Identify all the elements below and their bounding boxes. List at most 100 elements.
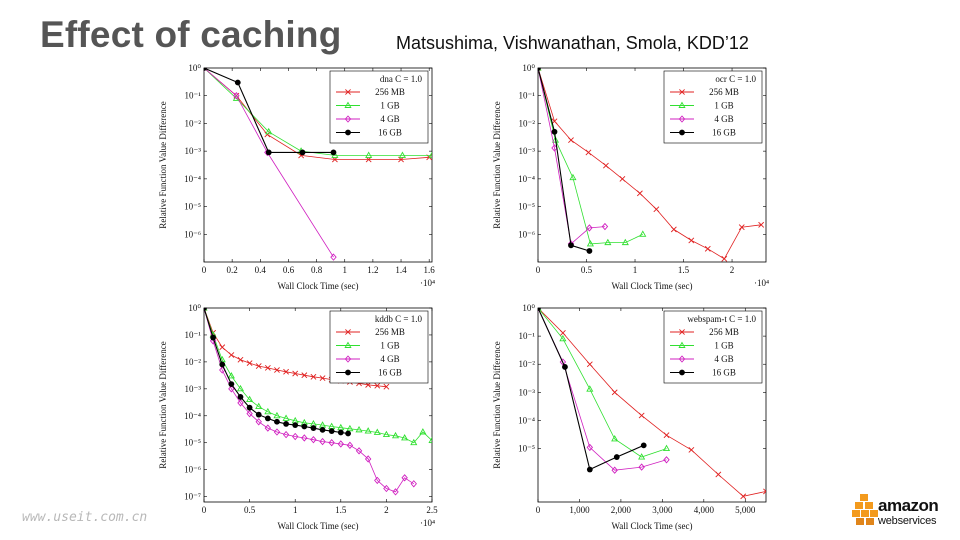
series-4-gb-point — [273, 428, 281, 436]
series-1-gb-line — [538, 308, 667, 458]
series-4-gb-point — [586, 224, 593, 232]
legend-label: 1 GB — [380, 341, 399, 351]
series-4-gb-point — [310, 435, 317, 444]
series-16-gb-point — [234, 79, 241, 86]
x-axis-label: Wall Clock Time (sec) — [611, 281, 692, 291]
series-16-gb — [538, 68, 593, 254]
series-256-mb-point — [758, 221, 765, 228]
series-4-gb-point — [601, 222, 609, 231]
series-256-mb-point — [237, 356, 244, 363]
legend-title: ocr C = 1.0 — [715, 74, 756, 84]
series-256-mb — [538, 308, 766, 500]
series-256-mb-point — [704, 245, 711, 252]
legend-title: webspam-t C = 1.0 — [687, 314, 756, 324]
x-tick-label: 1 — [293, 505, 298, 515]
series-1-gb-point — [401, 434, 409, 441]
x-tick-label: 0 — [202, 505, 207, 515]
legend-marker — [679, 89, 685, 95]
legend-marker — [344, 341, 352, 348]
series-16-gb-point — [204, 68, 207, 71]
series-1-gb-point — [391, 431, 400, 439]
citation: Matsushima, Vishwanathan, Smola, KDD’12 — [396, 33, 749, 53]
series-16-gb — [204, 68, 337, 156]
y-tick-label: 10⁻⁵ — [184, 438, 201, 448]
series-1-gb-line — [538, 68, 643, 245]
y-tick-label: 10⁻³ — [519, 387, 536, 397]
series-16-gb-point — [586, 466, 593, 473]
legend: dna C = 1.0 256 MB 1 GB 4 GB 16 GB — [329, 70, 429, 144]
x-tick-label: 0 — [536, 265, 541, 275]
series-1-gb-point — [638, 453, 646, 460]
y-tick-label: 10⁰ — [188, 303, 201, 313]
series-4-gb-point — [364, 455, 372, 463]
y-tick-label: 10⁰ — [188, 63, 201, 73]
x-tick-label: 0.8 — [311, 265, 323, 275]
series-256-mb-point — [319, 375, 326, 382]
legend: webspam-t C = 1.0 256 MB 1 GB 4 GB 16 GB — [663, 310, 763, 384]
series-1-gb-point — [264, 407, 272, 415]
series-256-mb-point — [611, 389, 618, 396]
series-256-mb — [538, 68, 765, 262]
series-16-gb-point — [568, 242, 574, 249]
y-tick-label: 10⁻⁶ — [184, 465, 201, 475]
x-tick-label: 1.5 — [335, 505, 347, 515]
series-16-gb-point — [613, 454, 620, 460]
series-16-gb-point — [255, 411, 262, 418]
y-tick-label: 10⁻⁶ — [518, 229, 535, 239]
series-1-gb-point — [410, 438, 418, 446]
y-tick-label: 10⁻¹ — [519, 91, 536, 101]
x-tick-label: 1.4 — [395, 265, 407, 275]
x-tick-label: 0 — [202, 265, 207, 275]
series-256-mb-point — [585, 149, 592, 156]
plot-frame — [537, 307, 767, 503]
series-1-gb-point — [365, 151, 373, 158]
series-16-gb-point — [301, 423, 308, 430]
series-4-gb-point — [319, 437, 326, 446]
series-1-gb-point — [586, 385, 594, 392]
series-16-gb-point — [210, 334, 217, 341]
series-256-mb-point — [619, 175, 626, 182]
legend-marker — [345, 89, 351, 95]
x-tick-label: 0.4 — [255, 265, 267, 275]
legend-marker — [344, 355, 352, 363]
series-16-gb-point — [299, 149, 306, 156]
series-4-gb-point — [383, 484, 390, 493]
series-256-mb-point — [638, 412, 645, 419]
slide-title: Effect of caching — [40, 14, 342, 55]
legend-label: 1 GB — [380, 101, 399, 111]
x-axis-label: Wall Clock Time (sec) — [611, 521, 692, 531]
logo-word: amazon — [878, 496, 939, 515]
series-256-mb-point — [374, 382, 381, 389]
y-tick-label: 10⁻³ — [519, 146, 536, 156]
series-16-gb-point — [292, 422, 299, 429]
series-4-gb — [538, 68, 609, 248]
y-tick-label: 10⁻³ — [185, 146, 202, 156]
x-tick-label: 2.5 — [426, 505, 438, 515]
series-1-gb-point — [246, 395, 254, 403]
series-4-gb-point — [355, 447, 363, 455]
series-16-gb-point — [319, 426, 326, 433]
legend-label: 1 GB — [714, 341, 733, 351]
series-4-gb-point — [346, 441, 354, 450]
legend-label: 4 GB — [380, 114, 399, 124]
series-256-mb-point — [715, 471, 722, 478]
series-4-gb-point — [301, 434, 308, 442]
series-1-gb — [538, 68, 647, 247]
series-256-mb-line — [204, 68, 430, 160]
series-1-gb-point — [273, 411, 281, 419]
series-256-mb-point — [301, 372, 308, 379]
series-256-mb-point — [246, 360, 253, 367]
series-1-gb-point — [236, 384, 245, 392]
legend: kddb C = 1.0 256 MB 1 GB 4 GB 16 GB — [329, 310, 429, 384]
y-tick-label: 10⁻⁴ — [518, 174, 535, 184]
series-1-gb-point — [559, 334, 567, 342]
series-4-gb — [204, 68, 337, 261]
legend-marker — [344, 101, 352, 108]
series-256-mb-point — [636, 190, 643, 197]
x-tick-label: 0.6 — [283, 265, 295, 275]
watermark: www.useit.com.cn — [22, 510, 148, 525]
legend-label: 256 MB — [375, 327, 405, 337]
legend-label: 256 MB — [375, 87, 405, 97]
x-tick-label: 1 — [633, 265, 638, 275]
aws-logo: amazon webservices — [852, 492, 952, 532]
